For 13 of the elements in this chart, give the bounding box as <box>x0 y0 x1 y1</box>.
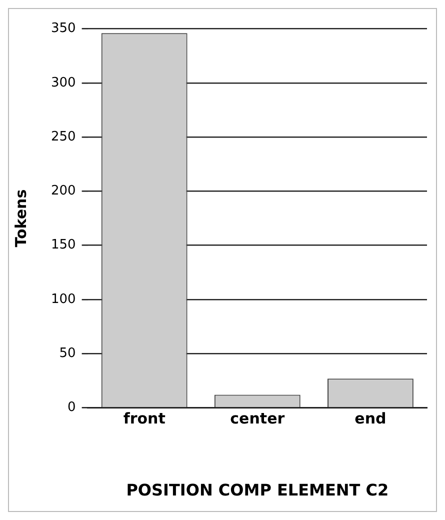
y-tick-label: 0 <box>68 400 76 416</box>
y-tick-label: 350 <box>50 21 76 36</box>
y-tick-label: 200 <box>50 184 76 199</box>
x-tick-label: end <box>354 410 386 428</box>
x-tick-label: front <box>123 410 166 428</box>
y-tick-label: 300 <box>50 75 76 90</box>
x-axis-title: POSITION COMP ELEMENT C2 <box>126 480 389 500</box>
y-axis-title: Tokens <box>12 189 30 248</box>
y-tick-label: 50 <box>59 346 76 362</box>
y-tick-label: 150 <box>50 238 76 253</box>
y-tick-label: 100 <box>50 292 76 307</box>
y-tick-label: 250 <box>50 129 76 144</box>
x-tick-label: center <box>230 410 286 428</box>
